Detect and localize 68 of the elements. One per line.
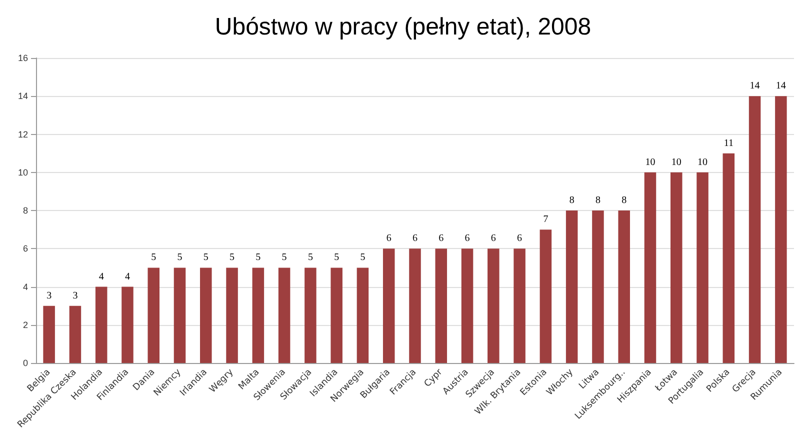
- data-label: 8: [595, 195, 600, 206]
- data-label: 5: [151, 252, 156, 264]
- data-label: 5: [334, 252, 340, 264]
- data-label: 6: [490, 233, 496, 244]
- bar: [409, 248, 421, 363]
- y-tick-label: 12: [18, 129, 28, 140]
- data-label: 14: [776, 80, 786, 92]
- data-label: 4: [124, 271, 130, 282]
- data-label: 6: [438, 233, 444, 244]
- data-label: 10: [698, 156, 708, 168]
- bar: [174, 268, 186, 363]
- data-label: 6: [464, 233, 470, 244]
- data-label: 3: [46, 290, 52, 302]
- bar: [69, 306, 82, 363]
- bar: [592, 210, 604, 363]
- y-tick-label: 8: [22, 206, 28, 216]
- bar: [278, 268, 290, 363]
- data-label: 6: [517, 233, 522, 244]
- data-label: 7: [543, 214, 548, 226]
- y-tick-label: 10: [18, 167, 28, 178]
- data-label: 5: [203, 252, 208, 264]
- y-tick-label: 14: [18, 91, 28, 102]
- y-tick-label: 16: [18, 53, 28, 63]
- bar: [748, 96, 761, 363]
- y-tick-label: 6: [22, 244, 28, 254]
- data-label: 11: [724, 138, 734, 149]
- bar: [514, 248, 526, 363]
- bar: [252, 268, 264, 363]
- bar: [43, 306, 55, 363]
- y-tick-label: 2: [22, 320, 28, 330]
- bar: [696, 172, 708, 363]
- bar: [200, 268, 212, 363]
- bar: [566, 210, 578, 363]
- data-label: 5: [256, 252, 261, 264]
- bar: [540, 230, 552, 363]
- bar: [618, 210, 630, 363]
- chart-title: Ubóstwo w pracy (pełny etat), 2008: [214, 14, 592, 40]
- data-label: 10: [671, 156, 682, 168]
- data-label: 8: [569, 195, 574, 206]
- data-label: 5: [230, 252, 235, 264]
- data-label: 5: [177, 252, 182, 264]
- data-label: 5: [308, 252, 313, 264]
- data-label: 4: [98, 271, 104, 282]
- data-label: 5: [282, 252, 287, 264]
- data-label: 5: [360, 252, 366, 264]
- bar: [95, 286, 108, 363]
- bar: [304, 268, 316, 363]
- bar: [435, 248, 448, 363]
- bar: [461, 248, 474, 363]
- bar: [382, 248, 395, 363]
- y-tick-label: 4: [22, 282, 28, 292]
- bar: [122, 286, 134, 363]
- bar: [356, 268, 369, 363]
- bar: [775, 96, 787, 363]
- data-label: 6: [412, 233, 418, 244]
- y-tick-label: 0: [22, 358, 28, 368]
- data-label: 3: [72, 290, 78, 302]
- bar: [148, 268, 160, 363]
- data-label: 8: [622, 195, 627, 206]
- data-label: 14: [750, 80, 760, 92]
- bar: [488, 248, 500, 363]
- bar: [670, 172, 682, 363]
- bar: [722, 153, 735, 363]
- data-label: 10: [645, 156, 656, 168]
- bar: [226, 268, 238, 363]
- bar: [330, 268, 342, 363]
- data-label: 6: [386, 233, 392, 244]
- bar: [644, 172, 656, 363]
